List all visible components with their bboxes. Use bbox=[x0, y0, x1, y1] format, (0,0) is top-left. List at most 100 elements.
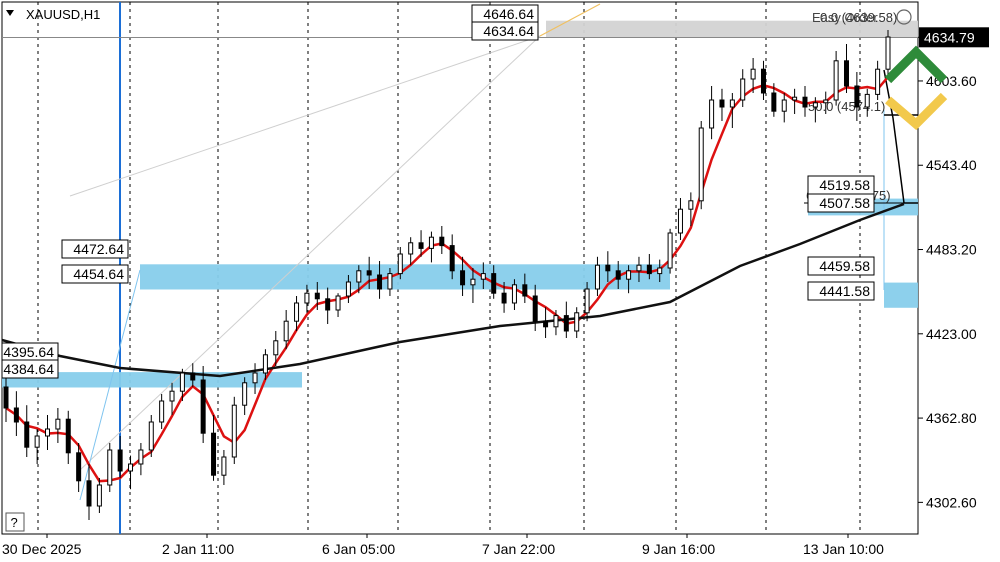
y-axis: 4634.794603.604543.404483.204423.004362.… bbox=[918, 27, 989, 510]
help-button[interactable] bbox=[5, 512, 25, 532]
candle bbox=[252, 363, 258, 394]
candle-body bbox=[823, 99, 829, 104]
candle-body bbox=[709, 99, 715, 129]
trend-line bbox=[79, 269, 141, 501]
candle-body bbox=[543, 320, 549, 328]
zone-price-label: 4646.64 bbox=[471, 4, 539, 24]
candle-body bbox=[719, 99, 725, 108]
x-tick-label: 7 Jan 22:00 bbox=[482, 541, 555, 557]
candle bbox=[449, 234, 455, 280]
candle bbox=[574, 307, 580, 338]
symbol-menu-chevron-icon[interactable] bbox=[6, 10, 14, 16]
candle-body bbox=[449, 245, 455, 272]
candle bbox=[698, 121, 704, 210]
candle bbox=[594, 256, 600, 296]
easy-order-close-icon[interactable] bbox=[896, 9, 912, 25]
candle bbox=[657, 259, 663, 282]
trend-line bbox=[69, 35, 541, 197]
zone-price-box bbox=[807, 193, 875, 213]
zone-price-label: 4384.64 bbox=[1, 359, 59, 379]
candle bbox=[13, 391, 19, 436]
candle-body bbox=[771, 92, 777, 112]
candle-body bbox=[366, 270, 372, 276]
candle-body bbox=[532, 295, 538, 322]
candle-body bbox=[491, 273, 497, 294]
candle bbox=[325, 287, 331, 324]
candle bbox=[24, 405, 30, 457]
x-tick-label: 9 Jan 16:00 bbox=[642, 541, 715, 557]
candle bbox=[304, 284, 310, 313]
candle bbox=[709, 86, 715, 140]
candle bbox=[262, 349, 268, 380]
candle bbox=[138, 443, 144, 476]
price-zone bbox=[546, 20, 918, 38]
zone-price-text: 4454.64 bbox=[73, 266, 124, 282]
candle bbox=[65, 410, 71, 464]
candle-body bbox=[511, 284, 517, 304]
zone-price-text: 4441.58 bbox=[819, 283, 870, 299]
candle bbox=[356, 265, 362, 294]
candle-body bbox=[273, 340, 279, 356]
candle-body bbox=[13, 407, 19, 423]
candle-body bbox=[646, 264, 652, 275]
logo-chevron-yellow-icon bbox=[885, 92, 948, 131]
candle-body bbox=[667, 232, 673, 269]
zone-price-box bbox=[61, 264, 129, 284]
current-price-marker bbox=[919, 27, 989, 48]
candle-body bbox=[3, 386, 9, 409]
candle-body bbox=[657, 267, 663, 275]
candle bbox=[792, 88, 798, 114]
candles bbox=[3, 30, 891, 520]
candle-body bbox=[221, 456, 227, 476]
candle bbox=[169, 382, 175, 415]
candle-body bbox=[605, 264, 611, 272]
candle-body bbox=[45, 428, 51, 437]
candle bbox=[273, 331, 279, 366]
candle-body bbox=[563, 315, 569, 332]
candle-body bbox=[594, 264, 600, 290]
candle-body bbox=[833, 60, 839, 101]
zone-price-text: 4507.58 bbox=[819, 195, 870, 211]
x-tick-label: 6 Jan 05:00 bbox=[322, 541, 395, 557]
candle-body bbox=[86, 480, 92, 507]
zone-price-label: 4441.58 bbox=[807, 281, 875, 301]
candle bbox=[366, 256, 372, 289]
candle-body bbox=[397, 253, 403, 275]
candle-body bbox=[231, 404, 237, 458]
trend-line bbox=[539, 3, 601, 37]
zone-price-text: 4384.64 bbox=[3, 361, 54, 377]
easy-order-label[interactable]: Easy Order bbox=[812, 10, 878, 25]
candle-body bbox=[480, 273, 486, 280]
candle-body bbox=[148, 421, 154, 451]
candle-body bbox=[688, 200, 694, 210]
candle bbox=[231, 396, 237, 464]
candle-body bbox=[615, 270, 621, 280]
candle bbox=[148, 415, 154, 457]
x-tick-label: 13 Jan 10:00 bbox=[803, 541, 884, 557]
candle-body bbox=[428, 236, 434, 249]
candle-body bbox=[781, 99, 787, 112]
candle-body bbox=[262, 354, 268, 374]
symbol-title: XAUUSD,H1 bbox=[26, 7, 100, 22]
candle bbox=[501, 282, 507, 313]
candle-body bbox=[677, 208, 683, 234]
candle bbox=[345, 275, 351, 303]
candle-body bbox=[626, 270, 632, 280]
candle bbox=[760, 60, 766, 100]
candle bbox=[159, 394, 165, 429]
candle bbox=[418, 230, 424, 257]
candle-body bbox=[356, 270, 362, 283]
candle bbox=[843, 44, 849, 93]
candle bbox=[885, 30, 891, 75]
candle bbox=[283, 310, 289, 350]
logo-chevron-green-icon bbox=[884, 45, 948, 84]
zone-price-box bbox=[807, 256, 875, 276]
y-tick-label: 4483.20 bbox=[926, 242, 977, 258]
candle-body bbox=[885, 36, 891, 70]
candle-body bbox=[875, 68, 881, 95]
candle bbox=[646, 254, 652, 280]
candle-body bbox=[584, 288, 590, 314]
